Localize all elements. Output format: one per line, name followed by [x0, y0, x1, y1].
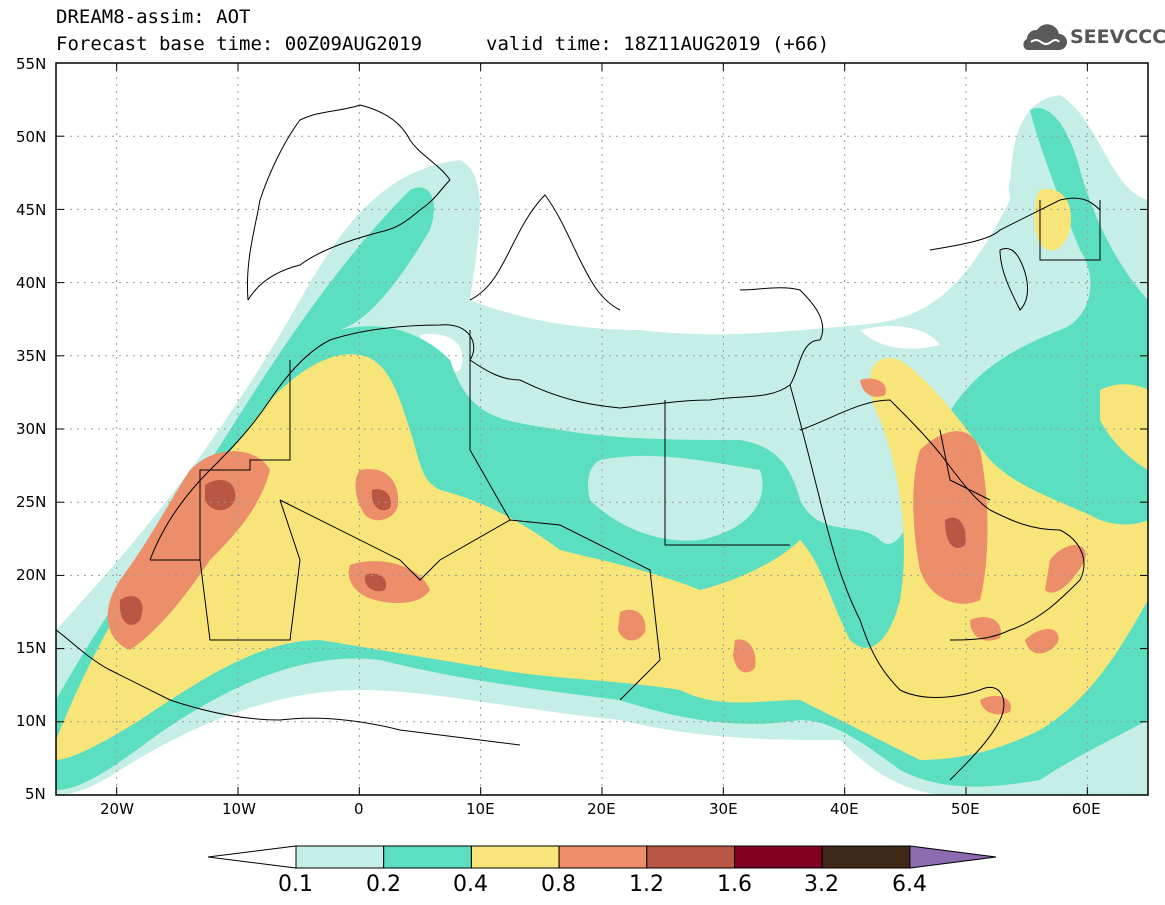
lat-label-30n: 30N — [16, 420, 47, 438]
lon-label-60e: 60E — [1072, 800, 1101, 818]
colorbar-label-6-4: 6.4 — [892, 872, 927, 897]
colorbar-box — [558, 845, 648, 869]
cloud-logo-icon — [1023, 24, 1067, 50]
colorbar-box — [295, 845, 385, 869]
colorbar-box — [821, 845, 911, 869]
lon-label-40e: 40E — [830, 800, 859, 818]
lon-label-10e: 10E — [466, 800, 495, 818]
lat-label-35n: 35N — [16, 347, 47, 365]
colorbar-label-0-2: 0.2 — [366, 872, 401, 897]
lat-label-45n: 45N — [16, 201, 47, 219]
colorbar-min-arrow — [207, 845, 297, 869]
lat-label-15n: 15N — [16, 639, 47, 657]
base-time-label: Forecast base time: 00Z09AUG2019 — [56, 33, 423, 55]
colorbar-label-3-2: 3.2 — [804, 872, 839, 897]
lat-label-55n: 55N — [16, 55, 47, 73]
map-title: DREAM8-assim: AOT — [56, 6, 251, 28]
colorbar-label-0-1: 0.1 — [278, 872, 313, 897]
colorbar-max-arrow — [909, 845, 997, 869]
colorbar-label-0-8: 0.8 — [541, 872, 576, 897]
lon-label-0: 0 — [354, 800, 364, 818]
colorbar-label-1-2: 1.2 — [629, 872, 664, 897]
lat-label-10n: 10N — [16, 712, 47, 730]
logo: SEEVCCC — [1017, 22, 1165, 56]
colorbar-box — [646, 845, 735, 869]
lat-label-5n: 5N — [25, 785, 46, 803]
lon-label-20e: 20E — [587, 800, 616, 818]
coastlines — [56, 104, 1101, 781]
lat-label-40n: 40N — [16, 274, 47, 292]
valid-time-label: valid time: 18Z11AUG2019 (+66) — [486, 33, 830, 55]
colorbar-box — [383, 845, 472, 869]
lon-label-10w: 10W — [222, 800, 256, 818]
colorbar-box — [470, 845, 560, 869]
lat-label-20n: 20N — [16, 566, 47, 584]
colorbar-label-0-4: 0.4 — [453, 872, 488, 897]
lon-label-30e: 30E — [709, 800, 738, 818]
lon-label-20w: 20W — [100, 800, 134, 818]
colorbar — [207, 845, 997, 869]
lat-label-25n: 25N — [16, 493, 47, 511]
colorbar-label-1-6: 1.6 — [717, 872, 752, 897]
logo-text: SEEVCCC — [1070, 26, 1165, 48]
colorbar-box — [734, 845, 823, 869]
lat-label-50n: 50N — [16, 128, 47, 146]
aot-field-0-4 — [56, 354, 1148, 760]
aot-field-1-2 — [205, 480, 236, 511]
lon-label-50e: 50E — [951, 800, 980, 818]
